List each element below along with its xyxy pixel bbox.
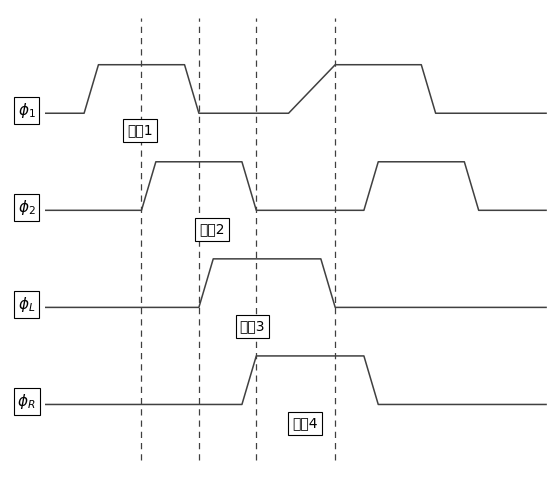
Text: 区域3: 区域3 (240, 319, 265, 334)
Text: $\phi_R$: $\phi_R$ (17, 392, 36, 411)
Text: 区域2: 区域2 (199, 222, 224, 236)
Text: $\phi_1$: $\phi_1$ (18, 101, 36, 120)
Text: $\phi_L$: $\phi_L$ (18, 295, 35, 314)
Text: 区域1: 区域1 (127, 123, 153, 138)
Text: 区域4: 区域4 (292, 416, 318, 431)
Text: $\phi_2$: $\phi_2$ (18, 198, 36, 217)
